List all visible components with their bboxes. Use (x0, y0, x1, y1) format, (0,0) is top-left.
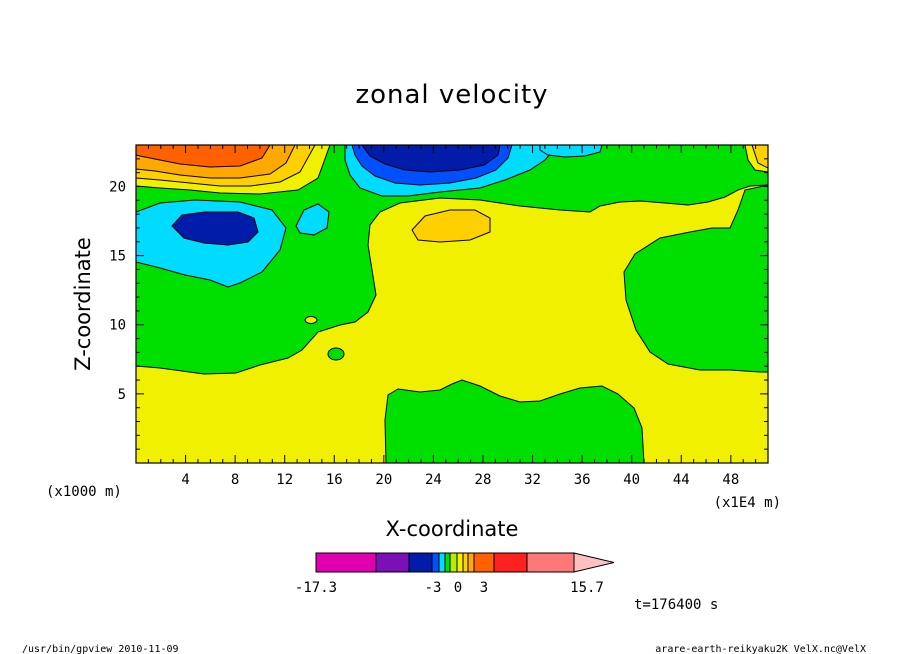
y-tick-label: 5 (118, 387, 126, 403)
colorbar-swatch (449, 552, 458, 573)
colorbar-swatch (315, 552, 377, 573)
x-tick-label: 32 (524, 472, 541, 488)
colorbar-extension-arrow (573, 552, 615, 573)
y-tick-label: 10 (109, 318, 126, 334)
contour-fill-darkblue-topcenter (361, 145, 501, 173)
contour-fill-darkblue-left (171, 211, 259, 246)
colorbar-swatch (467, 552, 475, 573)
contour-fill-green-right (623, 184, 768, 373)
y-tick-label: 20 (109, 179, 126, 195)
colorbar-label-zero: 0 (454, 580, 462, 596)
colorbar-swatch (444, 552, 451, 573)
x-tick-label: 36 (574, 472, 591, 488)
x-tick-label: 8 (231, 472, 239, 488)
x-tick-label: 12 (276, 472, 293, 488)
y-axis-label: Z-coordinate (71, 237, 95, 371)
contour-fill-green-upper (136, 145, 768, 375)
x-unit-right: (x1E4 m) (714, 495, 781, 511)
contour-fill-yellow-island (304, 316, 318, 324)
contour-fill-green-island (327, 347, 345, 361)
x-tick-label: 28 (475, 472, 492, 488)
x-tick-label: 20 (375, 472, 392, 488)
colorbar-label-pos3: 3 (480, 580, 488, 596)
colorbar-label-min: -17.3 (295, 580, 337, 596)
colorbar-swatch (473, 552, 495, 573)
x-tick-label: 48 (722, 472, 739, 488)
plot-area (136, 145, 768, 463)
colorbar-swatch (493, 552, 528, 573)
colorbar-label-max: 15.7 (570, 580, 604, 596)
plot-frame (135, 144, 769, 464)
colorbar-swatch (456, 552, 464, 573)
x-tick-label: 44 (673, 472, 690, 488)
colorbar-swatch (438, 552, 446, 573)
y-axis: 5 10 15 20 (109, 158, 768, 450)
time-label: t=176400 s (634, 597, 718, 613)
colorbar-swatch (526, 552, 575, 573)
colorbar (315, 552, 615, 573)
y-tick-label: 15 (109, 249, 126, 265)
x-unit-left: (x1000 m) (46, 484, 122, 500)
colorbar-label-neg3: -3 (425, 580, 442, 596)
x-tick-label: 24 (425, 472, 442, 488)
contour-fill-cyan-left-blob (295, 203, 330, 236)
x-axis-label: X-coordinate (386, 517, 519, 541)
contour-fill-orange-topleft (136, 145, 271, 168)
x-tick-label: 4 (181, 472, 189, 488)
colorbar-tick-labels: -17.3 -3 0 3 15.7 (295, 580, 604, 596)
x-tick-label: 16 (326, 472, 343, 488)
contour-fill-green-bottom (384, 379, 645, 463)
colorbar-swatch (431, 552, 440, 573)
colorbar-swatch (462, 552, 469, 573)
footer-right: arare-earth-reikyaku2K_VelX.nc@VelX (655, 644, 866, 654)
x-tick-label: 40 (623, 472, 640, 488)
chart-title: zonal velocity (355, 80, 548, 110)
colorbar-swatch (408, 552, 433, 573)
contour-fill-gold-center (411, 209, 491, 243)
contour-fill-gold-topright (751, 145, 768, 169)
footer-left: /usr/bin/gpview 2010-11-09 (22, 644, 179, 654)
x-axis: 4 8 12 16 20 24 28 32 36 40 44 48 (147, 145, 757, 488)
contour-fill-cyan-topright (539, 145, 603, 158)
colorbar-swatch (375, 552, 410, 573)
